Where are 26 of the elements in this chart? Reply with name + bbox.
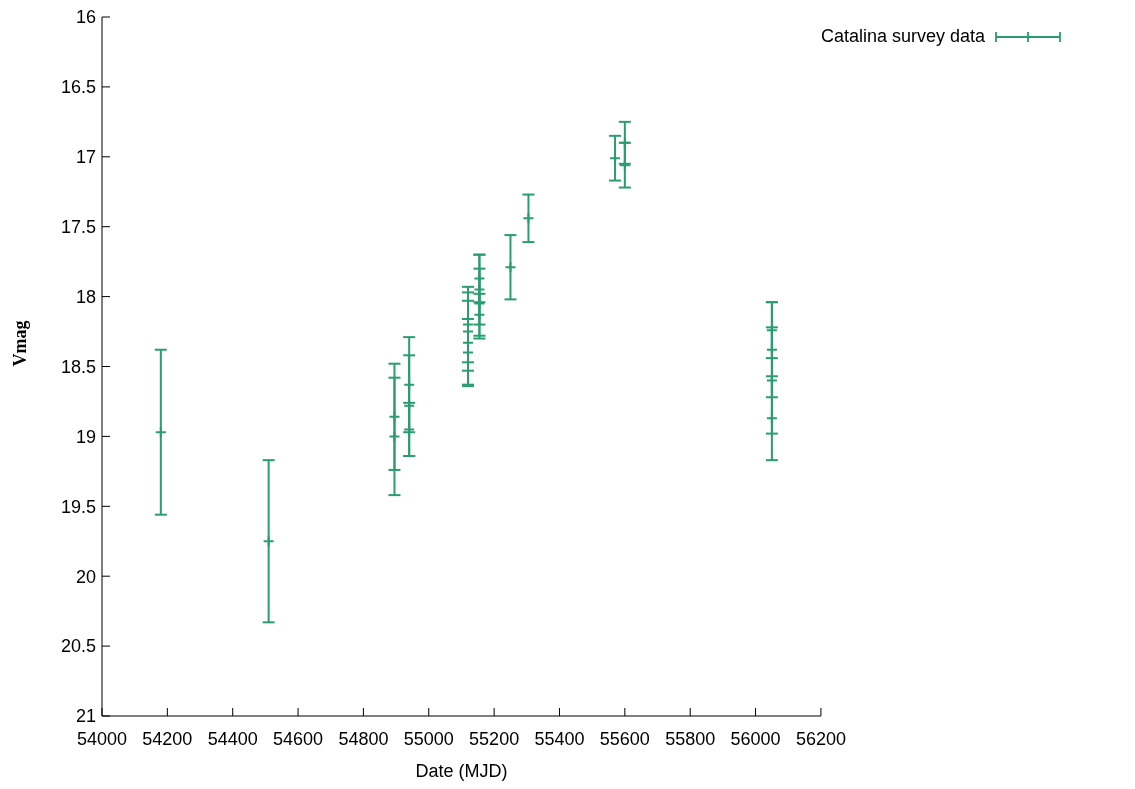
y-tick-label: 16.5	[60, 77, 96, 98]
x-tick-label: 56200	[795, 728, 846, 749]
legend-label: Catalina survey data	[820, 26, 985, 47]
y-tick-label: 17.5	[60, 217, 96, 238]
x-tick-label: 55000	[403, 728, 454, 749]
y-tick-label: 18.5	[60, 356, 96, 377]
y-tick-label: 20.5	[60, 636, 96, 657]
x-tick-label: 55200	[469, 728, 520, 749]
x-tick-label: 54800	[338, 728, 389, 749]
x-tick-label: 56000	[730, 728, 781, 749]
x-tick-label: 54600	[273, 728, 324, 749]
x-tick-label: 55600	[599, 728, 650, 749]
y-tick-label: 21	[75, 706, 96, 727]
x-axis-title: Date (MJD)	[415, 761, 508, 781]
y-tick-label: 19.5	[60, 496, 96, 517]
y-tick-label: 19	[75, 426, 96, 447]
y-tick-label: 17	[75, 147, 96, 168]
x-tick-label: 55400	[534, 728, 585, 749]
x-tick-label: 54400	[207, 728, 258, 749]
x-tick-label: 54000	[76, 728, 128, 749]
y-tick-label: 18	[75, 286, 96, 307]
y-axis-title: Vmag	[10, 320, 31, 367]
y-tick-label: 16	[75, 7, 96, 28]
y-tick-label: 20	[75, 566, 96, 587]
x-tick-label: 55800	[665, 728, 716, 749]
x-tick-label: 54200	[142, 728, 193, 749]
